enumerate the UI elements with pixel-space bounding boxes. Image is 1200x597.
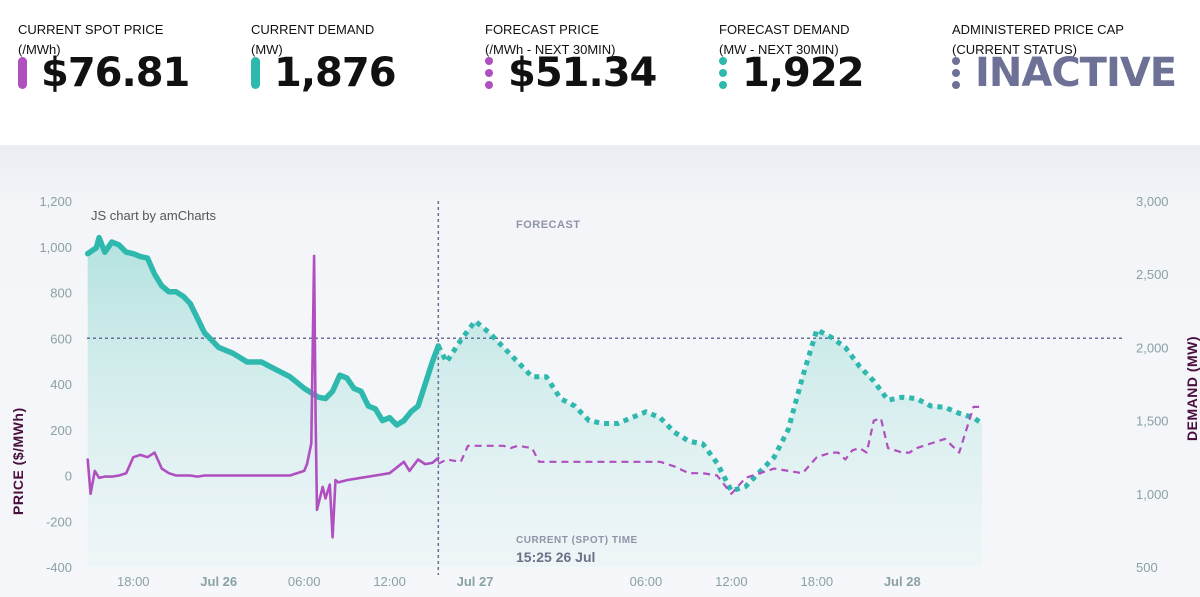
kpi-sublabel: (MW)	[251, 42, 283, 57]
kpi-spot-price-value-row: $76.81	[18, 50, 190, 96]
forecast-demand-value: 1,922	[742, 50, 865, 96]
price-cap-marker-icon	[952, 57, 961, 89]
y-left-tick: 1,200	[39, 194, 72, 209]
kpi-forecast-price-value-row: $51.34	[485, 50, 657, 96]
y-right-tick: 1,500	[1136, 414, 1169, 429]
y-left-tick: 200	[50, 423, 72, 438]
demand-marker-icon	[251, 57, 260, 89]
spot-price-marker-icon	[18, 57, 27, 89]
kpi-label: FORECAST PRICE	[485, 22, 599, 37]
kpi-demand-value-row: 1,876	[251, 50, 397, 96]
guide-lines	[87, 201, 1123, 575]
y-left-tick: -400	[46, 560, 72, 575]
x-tick: Jul 27	[457, 574, 494, 589]
x-tick: Jul 28	[884, 574, 921, 589]
y-left-tick: 600	[50, 331, 72, 346]
y-left-title: PRICE ($/MWh)	[10, 407, 26, 515]
current-time-label: CURRENT (SPOT) TIME	[516, 535, 638, 546]
kpi-label: CURRENT SPOT PRICE	[18, 22, 164, 37]
y-left-tick: 400	[50, 377, 72, 392]
x-tick: 12:00	[373, 574, 406, 589]
axis-labels: -400 -200 0 200 400 600 800 1,000 1,200 500 1,000 1…	[39, 194, 1168, 589]
x-tick: 18:00	[801, 574, 834, 589]
current-time-value: 15:25 26 Jul	[516, 549, 595, 565]
spot-price-value: $76.81	[41, 50, 190, 96]
kpi-bar: CURRENT SPOT PRICE (/MWh) CURRENT DEMAND…	[0, 0, 1200, 145]
y-left-tick: 1,000	[39, 240, 72, 255]
y-right-tick: 2,500	[1136, 267, 1169, 282]
kpi-price-cap: ADMINISTERED PRICE CAP (CURRENT STATUS)	[952, 20, 1124, 60]
kpi-forecast-demand: FORECAST DEMAND (MW - NEXT 30MIN)	[719, 20, 850, 60]
kpi-sublabel: (/MWh)	[18, 42, 61, 57]
kpi-demand: CURRENT DEMAND (MW)	[251, 20, 374, 60]
demand-forecast-line	[436, 318, 984, 494]
demand-area	[87, 237, 983, 567]
y-right-tick: 3,000	[1136, 194, 1169, 209]
kpi-price-cap-value-row: INACTIVE	[952, 50, 1177, 96]
forecast-label: FORECAST	[516, 219, 581, 231]
forecast-price-value: $51.34	[508, 50, 657, 96]
kpi-sublabel: (CURRENT STATUS)	[952, 42, 1077, 57]
forecast-price-marker-icon	[485, 57, 494, 89]
kpi-label: CURRENT DEMAND	[251, 22, 375, 37]
y-right-title: DEMAND (MW)	[1184, 336, 1200, 441]
price-cap-status: INACTIVE	[975, 50, 1177, 96]
x-tick: 18:00	[117, 574, 150, 589]
kpi-sublabel: (MW - NEXT 30MIN)	[719, 42, 839, 57]
kpi-spot-price: CURRENT SPOT PRICE (/MWh)	[18, 20, 163, 60]
demand-area-fill	[87, 237, 983, 567]
y-right-tick: 2,000	[1136, 340, 1169, 355]
kpi-label: FORECAST DEMAND	[719, 22, 850, 37]
kpi-forecast-demand-value-row: 1,922	[719, 50, 865, 96]
y-left-tick: 0	[65, 469, 72, 484]
forecast-demand-marker-icon	[719, 57, 728, 89]
x-tick: Jul 26	[200, 574, 237, 589]
series-lines	[84, 234, 984, 539]
price-demand-chart: -400 -200 0 200 400 600 800 1,000 1,200 500 1,000 1…	[10, 194, 1200, 589]
y-right-tick: 1,000	[1136, 487, 1169, 502]
y-left-tick: -200	[46, 514, 72, 529]
demand-value: 1,876	[274, 50, 397, 96]
kpi-label: ADMINISTERED PRICE CAP	[952, 22, 1124, 37]
x-tick: 06:00	[288, 574, 321, 589]
price-line	[86, 254, 440, 539]
price-forecast-line	[437, 405, 982, 495]
chart-credit: JS chart by amCharts	[91, 208, 216, 223]
demand-line	[84, 234, 442, 428]
kpi-sublabel: (/MWh - NEXT 30MIN)	[485, 42, 616, 57]
chart-area: -400 -200 0 200 400 600 800 1,000 1,200 500 1,000 1…	[0, 145, 1200, 597]
kpi-forecast-price: FORECAST PRICE (/MWh - NEXT 30MIN)	[485, 20, 616, 60]
y-left-tick: 800	[50, 286, 72, 301]
y-right-tick: 500	[1136, 560, 1158, 575]
x-tick: 12:00	[715, 574, 748, 589]
x-tick: 06:00	[630, 574, 663, 589]
